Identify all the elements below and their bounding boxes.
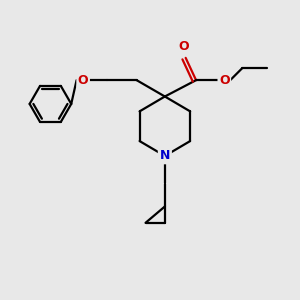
Text: N: N — [160, 149, 170, 162]
Text: O: O — [78, 74, 88, 87]
Text: O: O — [179, 40, 190, 52]
Text: O: O — [219, 74, 230, 87]
